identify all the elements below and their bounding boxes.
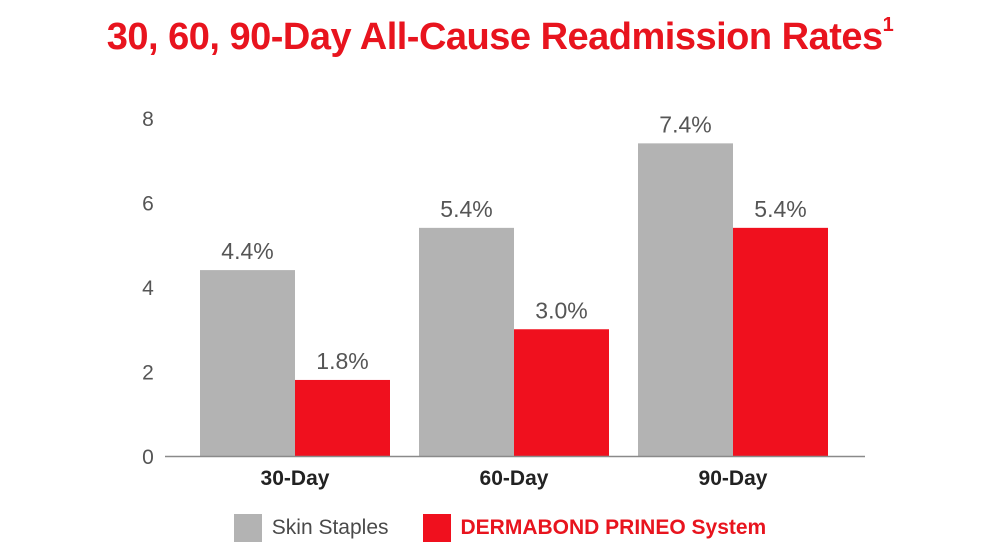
bar-data-label: 5.4%: [754, 196, 806, 222]
y-tick-label: 6: [142, 193, 154, 216]
legend-label-skin-staples: Skin Staples: [271, 516, 389, 539]
bar-data-label: 4.4%: [221, 238, 273, 264]
y-tick-label: 4: [142, 277, 154, 300]
bar-data-label: 7.4%: [659, 111, 711, 137]
bar-60-day-series-0: [419, 227, 514, 456]
bar-30-day-series-0: [200, 270, 295, 456]
bar-90-day-series-1: [733, 227, 828, 456]
legend-item-skin-staples: Skin Staples: [233, 514, 389, 542]
x-category-label: 90-Day: [699, 467, 768, 490]
bar-data-label: 3.0%: [535, 297, 587, 323]
legend-item-dermabond: DERMABOND PRINEO System: [422, 514, 767, 542]
bar-data-label: 1.8%: [316, 348, 368, 374]
chart-title: 30, 60, 90-Day All-Cause Readmission Rat…: [0, 14, 1000, 59]
y-tick-label: 2: [142, 362, 154, 385]
bar-30-day-series-1: [295, 379, 390, 456]
bar-60-day-series-1: [514, 329, 609, 456]
x-category-label: 30-Day: [261, 467, 330, 490]
y-tick-label: 0: [142, 446, 154, 469]
x-category-label: 60-Day: [480, 467, 549, 490]
y-tick-label: 8: [142, 108, 154, 131]
chart-legend: Skin Staples DERMABOND PRINEO System: [0, 514, 1000, 542]
bar-data-label: 5.4%: [440, 196, 492, 222]
title-footnote-marker: 1: [882, 14, 894, 36]
bar-90-day-series-0: [638, 143, 733, 456]
chart-title-text: 30, 60, 90-Day All-Cause Readmission Rat…: [106, 16, 883, 58]
legend-label-dermabond: DERMABOND PRINEO System: [460, 516, 767, 539]
legend-swatch-dermabond: [422, 514, 451, 542]
legend-swatch-skin-staples: [233, 514, 262, 542]
